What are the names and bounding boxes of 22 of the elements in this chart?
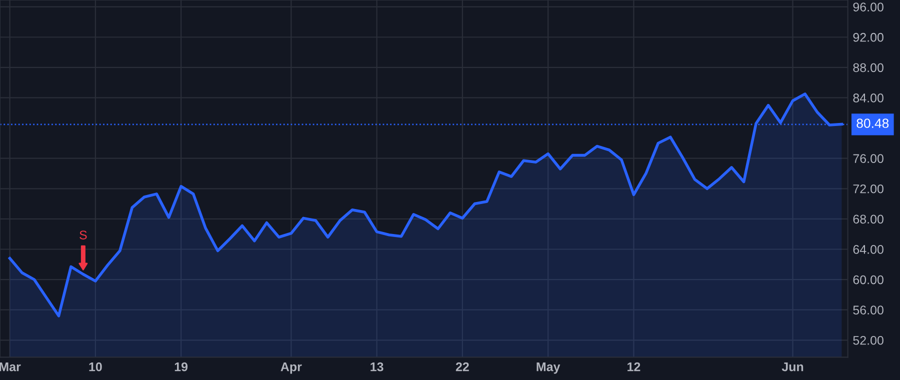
x-tick-label: 12 [628, 362, 640, 372]
x-tick-label: Apr [280, 362, 302, 374]
y-tick-label: 72.00 [853, 184, 884, 194]
y-tick-label: 84.00 [853, 94, 884, 102]
y-tick-label: 56.00 [853, 306, 884, 315]
x-tick-label: Mar [0, 362, 21, 372]
y-tick-label: 88.00 [853, 63, 884, 72]
y-tick-label: 60.00 [853, 275, 884, 284]
annotation: S [80, 230, 87, 240]
y-tick-label: 96.00 [853, 2, 884, 12]
ref-line-label: 80.48 [856, 118, 889, 128]
x-tick-label: 13 [370, 362, 384, 372]
y-tick-label: 52.00 [853, 336, 884, 345]
x-tick-label: 22 [456, 362, 469, 372]
x-tick-label: 10 [89, 362, 102, 372]
x-tick-label: May [536, 362, 560, 374]
x-tick-label: 19 [174, 362, 188, 372]
y-tick-label: 76.00 [853, 154, 884, 163]
y-tick-label: 68.00 [853, 214, 884, 224]
y-tick-label: 92.00 [853, 32, 884, 42]
x-tick-label: Jun [782, 362, 804, 372]
y-tick-label: 64.00 [853, 245, 884, 254]
